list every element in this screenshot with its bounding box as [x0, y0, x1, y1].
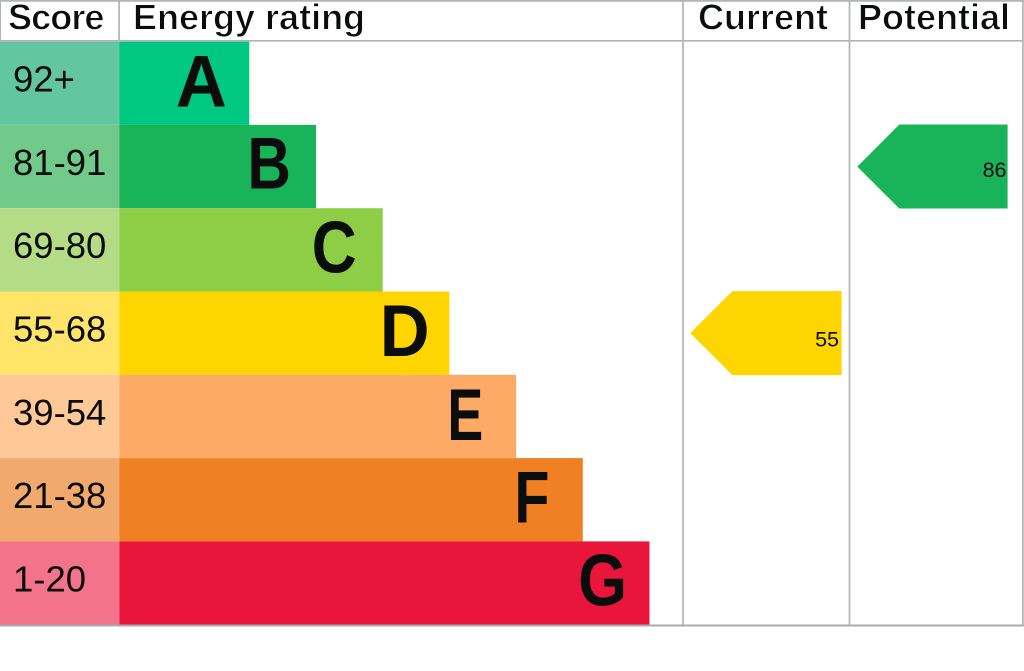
svg-text:Energy rating: Energy rating	[133, 0, 365, 38]
svg-text:55: 55	[815, 327, 839, 351]
svg-text:F: F	[514, 457, 549, 538]
svg-text:G: G	[578, 540, 627, 622]
svg-text:86: 86	[983, 158, 1007, 182]
svg-text:D: D	[380, 291, 430, 372]
svg-text:39-54: 39-54	[13, 392, 106, 433]
svg-text:69-80: 69-80	[13, 225, 106, 266]
svg-text:Score: Score	[8, 0, 104, 38]
svg-text:A: A	[176, 42, 227, 123]
svg-text:1-20: 1-20	[13, 558, 86, 599]
svg-text:E: E	[447, 374, 483, 456]
svg-text:Current: Current	[698, 0, 828, 38]
svg-text:81-91: 81-91	[13, 142, 106, 183]
svg-text:Potential: Potential	[858, 0, 1010, 38]
svg-text:92+: 92+	[13, 59, 75, 100]
svg-text:B: B	[247, 123, 291, 205]
svg-text:C: C	[312, 208, 357, 289]
svg-text:55-68: 55-68	[13, 309, 106, 350]
svg-text:21-38: 21-38	[13, 475, 106, 516]
